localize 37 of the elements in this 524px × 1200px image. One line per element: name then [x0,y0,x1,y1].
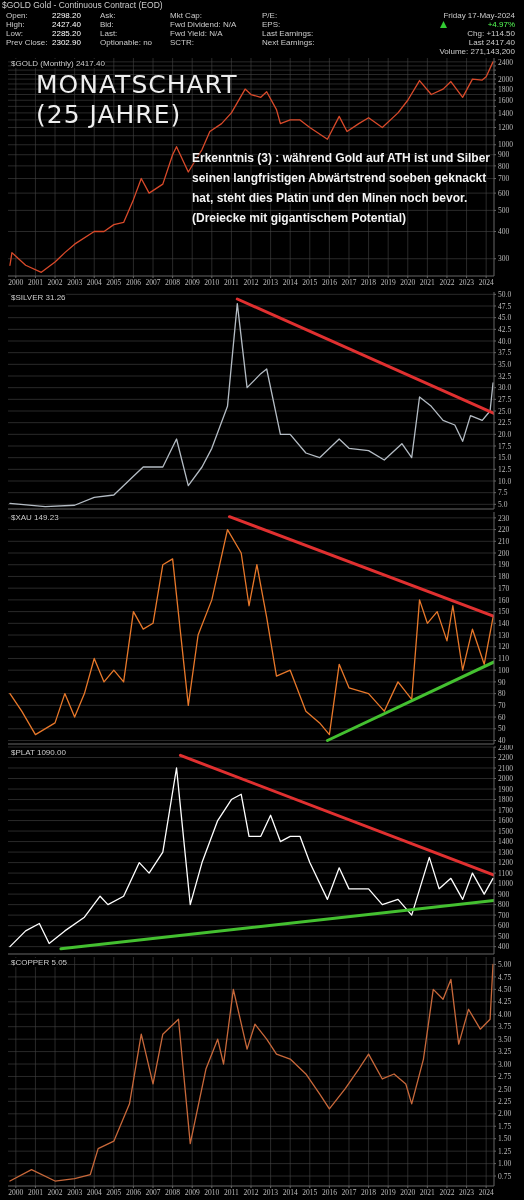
text: Prev Close: [6,38,48,47]
text: 2285.20 [52,29,81,38]
text: Volume: 271,143,200 [438,47,515,56]
text: 2302.90 [52,38,81,47]
text: Next Earnings: [262,38,315,47]
line-series [9,61,494,273]
chart-title: $PLAT 1090.00 [11,748,66,757]
line-series [9,528,494,736]
chart-title: $SILVER 31.26 [11,293,66,302]
text: Mkt Cap: [170,11,203,20]
annotation: (Dreiecke mit gigantischem Potential) [192,210,408,227]
text: Chg: +114.50 [466,29,515,38]
chart-subtitle: $GOLD (Monthly) 2417.40 [11,59,105,68]
text: +4.97% [486,20,515,29]
text: Friday 17-May-2024 [442,11,515,20]
text: Last: [100,29,119,38]
chart-title: $GOLD Gold - Continuous Contract (EOD) [2,0,163,10]
text: EPS: [262,20,282,29]
text: Fwd Dividend: N/A [170,20,237,29]
annotation: MONATSCHART [36,70,238,100]
text: Last 2417.40 [467,38,515,47]
annotation: (25 JAHRE) [36,100,183,130]
chart-title: $COPPER 5.05 [11,958,68,967]
text: Optionable: no [100,38,153,47]
text: Fwd Yield: N/A [170,29,224,38]
text: 2427.40 [52,20,81,29]
text: High: [6,20,26,29]
text: Ask: [100,11,117,20]
chart-title: $XAU 149.23 [11,513,59,522]
line-series [9,767,494,948]
text: SCTR: [170,38,195,47]
text: Open: [6,11,29,20]
text: 2298.20 [52,11,81,20]
text: Bid: [100,20,115,29]
text: Low: [6,29,24,38]
text: Last Earnings: [262,29,315,38]
text: P/E: [262,11,279,20]
